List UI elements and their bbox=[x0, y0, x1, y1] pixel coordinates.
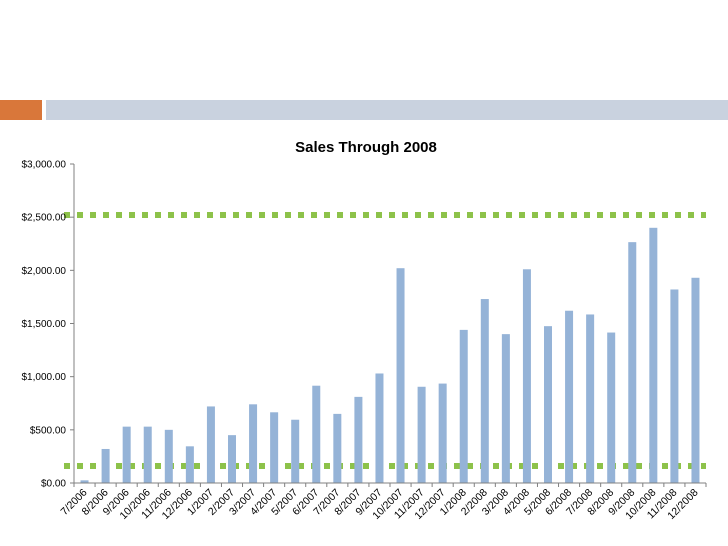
y-tick-label: $1,500.00 bbox=[22, 319, 67, 330]
bar bbox=[649, 227, 658, 483]
y-tick-label: $0.00 bbox=[41, 479, 66, 490]
y-tick-label: $2,500.00 bbox=[22, 213, 67, 224]
bar bbox=[80, 480, 89, 483]
bar bbox=[354, 396, 363, 483]
bar bbox=[691, 277, 700, 483]
y-tick-label: $500.00 bbox=[30, 425, 67, 436]
accent-block bbox=[0, 100, 42, 120]
bar bbox=[185, 446, 194, 483]
chart-title: Sales Through 2008 bbox=[295, 139, 437, 156]
bar bbox=[480, 299, 489, 483]
bar bbox=[143, 426, 152, 483]
y-tick-label: $2,000.00 bbox=[22, 266, 67, 277]
bar bbox=[291, 419, 300, 483]
bar bbox=[270, 412, 279, 483]
bar bbox=[417, 386, 426, 483]
bar bbox=[670, 289, 679, 483]
bar bbox=[122, 426, 131, 483]
bar bbox=[522, 269, 531, 483]
header-bar bbox=[46, 100, 728, 120]
bar bbox=[249, 404, 258, 483]
bar bbox=[375, 373, 384, 483]
bar bbox=[438, 383, 447, 483]
header-band bbox=[0, 100, 728, 120]
bar bbox=[501, 334, 510, 483]
bar bbox=[543, 326, 553, 483]
bar bbox=[396, 268, 405, 483]
bars bbox=[80, 227, 700, 483]
y-tick-label: $1,000.00 bbox=[22, 372, 67, 383]
bar bbox=[206, 406, 215, 483]
bar bbox=[607, 332, 616, 483]
bar bbox=[101, 448, 110, 483]
bar bbox=[333, 413, 342, 483]
bar bbox=[565, 310, 574, 483]
bar bbox=[586, 314, 595, 483]
y-tick-label: $3,000.00 bbox=[22, 160, 67, 171]
bar bbox=[459, 329, 468, 483]
bar bbox=[227, 435, 237, 483]
bar bbox=[164, 429, 173, 483]
bar bbox=[628, 242, 637, 483]
bar bbox=[312, 385, 321, 483]
